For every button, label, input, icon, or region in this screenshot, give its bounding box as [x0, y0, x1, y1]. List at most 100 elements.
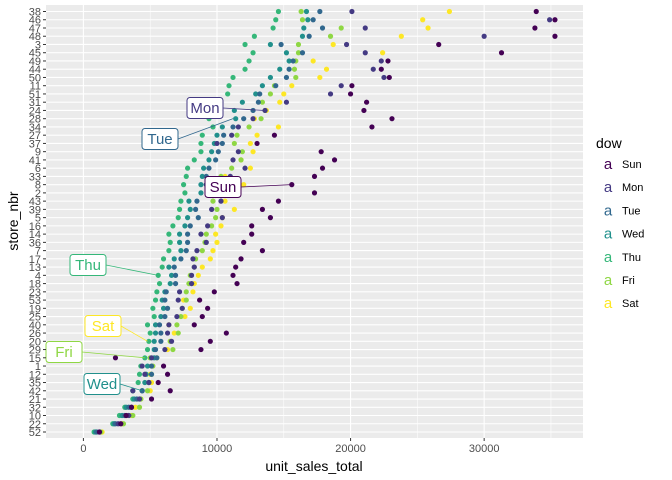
point-sat: [195, 272, 201, 278]
y-tick-label: 12: [29, 369, 41, 381]
point-fri: [209, 223, 215, 229]
panel-background: [46, 5, 583, 438]
point-wed: [233, 116, 239, 122]
point-sun: [552, 33, 558, 39]
point-mon: [189, 272, 195, 278]
y-tick-label: 20: [29, 336, 41, 348]
y-tick-label: 33: [29, 171, 41, 183]
legend-key-icon: a: [604, 156, 613, 173]
point-fri: [174, 322, 180, 328]
point-mon: [235, 124, 241, 130]
point-sat: [247, 140, 253, 147]
point-thu: [198, 149, 204, 155]
point-wed: [286, 58, 292, 64]
annotation-box: [83, 373, 121, 395]
point-thu: [176, 206, 183, 212]
point-sun: [128, 404, 135, 410]
x-tick-label: 30000: [469, 443, 500, 455]
point-sun: [207, 338, 213, 344]
point-thu: [242, 41, 248, 48]
point-wed: [277, 66, 283, 72]
annotation-leader: [222, 107, 264, 111]
point-tue: [255, 99, 261, 105]
y-tick-label: 9: [35, 147, 41, 159]
annotation-label: Wed: [87, 376, 118, 393]
point-sun: [112, 355, 119, 361]
point-mon: [481, 33, 487, 39]
point-mon: [214, 140, 220, 147]
point-wed: [142, 379, 148, 386]
y-tick-label: 21: [29, 394, 41, 406]
y-tick-label: 44: [29, 64, 41, 76]
x-axis-ticks: 0 10000 20000 30000: [80, 438, 499, 455]
point-sat: [231, 206, 237, 212]
point-fri: [338, 25, 344, 31]
annotation-label: Sat: [92, 318, 115, 335]
label-annotations: Mon Tue Sun Thu Sat Fri Wed: [45, 97, 292, 395]
point-sat: [425, 25, 431, 31]
point-mon: [229, 132, 235, 138]
point-fri: [293, 74, 299, 81]
point-wed: [168, 272, 175, 278]
gridlines: [46, 5, 583, 438]
y-tick-label: 32: [29, 402, 41, 414]
point-mon: [146, 379, 152, 386]
point-sun: [386, 74, 392, 81]
point-mon: [194, 248, 200, 254]
point-sun: [389, 116, 395, 122]
point-sat: [310, 58, 316, 64]
point-thu: [166, 248, 172, 254]
point-wed: [198, 182, 204, 188]
point-thu: [167, 239, 173, 245]
point-sun: [361, 107, 367, 114]
point-wed: [253, 91, 259, 97]
point-mon: [164, 330, 171, 336]
point-mon: [148, 355, 155, 361]
x-tick-label: 20000: [335, 443, 366, 455]
point-mon: [198, 231, 204, 237]
point-tue: [178, 256, 184, 262]
point-wed: [160, 305, 167, 311]
point-wed: [187, 206, 193, 212]
legend-label: Fri: [622, 275, 635, 287]
annotation-box: [204, 176, 242, 198]
point-mon: [362, 25, 368, 31]
point-mon: [136, 396, 143, 402]
point-sat: [171, 330, 177, 336]
point-fri: [203, 231, 209, 237]
point-tue: [184, 239, 191, 245]
point-thu: [225, 91, 231, 97]
point-sun: [155, 379, 161, 386]
point-sat: [182, 313, 188, 320]
point-thu: [175, 215, 181, 221]
annotation-leader: [240, 184, 292, 188]
legend-label: Wed: [622, 229, 644, 241]
point-tue: [250, 107, 256, 114]
annotation-label: Sun: [210, 179, 237, 196]
point-fri: [231, 140, 237, 147]
point-sun: [311, 190, 318, 196]
point-sun: [347, 91, 354, 97]
y-tick-label: 41: [29, 155, 41, 167]
point-thu: [135, 379, 141, 386]
point-sat: [222, 198, 228, 204]
y-tick-label: 28: [29, 114, 41, 126]
y-tick-label: 23: [29, 287, 41, 299]
point-mon: [179, 305, 185, 311]
annotation-box: [186, 97, 224, 119]
point-tue: [158, 338, 164, 344]
point-sun: [267, 215, 274, 221]
point-mon: [349, 8, 355, 15]
point-tue: [195, 215, 201, 221]
y-tick-label: 15: [29, 353, 41, 365]
y-tick-label: 29: [29, 345, 41, 357]
x-axis-title: unit_sales_total: [265, 458, 362, 474]
point-fri: [136, 404, 143, 410]
point-thu: [184, 165, 191, 171]
point-tue: [187, 223, 193, 229]
point-sun: [532, 25, 538, 31]
point-wed: [176, 231, 183, 237]
point-sun: [223, 330, 229, 336]
point-sat: [380, 50, 386, 56]
point-fri: [214, 206, 220, 212]
